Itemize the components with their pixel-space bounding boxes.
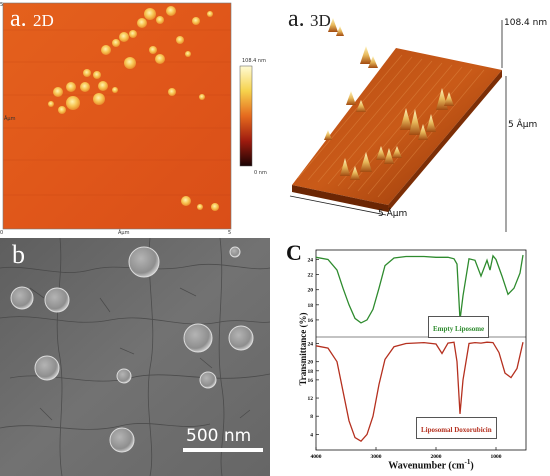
- series-line-liposomal-doxorubicin: [315, 341, 524, 443]
- tick-left-5: 5: [0, 2, 4, 8]
- y-tick-label: 20: [308, 360, 314, 366]
- panel-a-label: a.: [10, 6, 27, 32]
- x-axis-title-text: Wavenumber (cm: [388, 460, 465, 472]
- x-tick-label: 3000: [371, 454, 382, 460]
- legend-empty-liposome-text: Empty Liposome: [433, 325, 485, 333]
- panel-2d-label: 2D: [33, 11, 54, 30]
- series-line-empty-liposome: [315, 254, 524, 324]
- side-dimension-label: 5 Âµm: [508, 120, 538, 130]
- x-tick-label: 4000: [311, 454, 322, 460]
- panel-c-label: C: [286, 240, 302, 265]
- y-tick-label: 4: [310, 432, 313, 438]
- afm-3d-image: [289, 18, 507, 232]
- x-tick-label: 1000: [491, 454, 502, 460]
- z-height-label: 108.4 nm: [504, 18, 548, 28]
- colorbar-max-label: 108.4 nm: [242, 58, 266, 64]
- ftir-chart: 4000 3000 2000 1000 24 22 20 18 16 24 20 18 16 12 8 4: [308, 249, 527, 460]
- y-tick-label: 24: [308, 258, 314, 264]
- panel-b-label: b: [12, 240, 25, 269]
- y-tick-label: 8: [310, 414, 313, 420]
- scale-bar: [183, 448, 263, 452]
- y-tick-label: 16: [308, 318, 314, 324]
- x-axis-title-close: ): [470, 460, 474, 472]
- y-tick-label: 24: [308, 342, 314, 348]
- plot-frame: [315, 249, 527, 451]
- legend-liposomal-doxorubicin: Liposomal Doxorubicin: [416, 417, 497, 439]
- afm-2d-image: [2, 2, 253, 230]
- y-tick-label: 12: [308, 396, 314, 402]
- y-tick-label: 22: [308, 273, 314, 279]
- x-tick-label: 2000: [431, 454, 442, 460]
- y-tick-label: 16: [308, 378, 314, 384]
- tick-bottom-5: 5: [228, 230, 232, 236]
- y-tick-label: 18: [308, 369, 314, 375]
- tick-origin: 0: [0, 230, 4, 236]
- panel-a-3d: a. 3D 108.4 nm 5 Âµm 5 Âµm: [276, 0, 550, 238]
- colorbar-min-label: 0 nm: [254, 170, 267, 176]
- panel-a-2d: a. 2D 108.4 nm 0 nm Âµm Âµm 5 5 0: [0, 0, 268, 238]
- y-tick-label: 20: [308, 288, 314, 294]
- panel-a-3d-label: a.: [288, 6, 305, 32]
- scale-bar-label: 500 nm: [186, 426, 252, 446]
- panel-c: C Transmittance (%) Wavenumber (cm-1) 40…: [276, 240, 550, 476]
- x-axis-title-sup: -1: [464, 458, 471, 466]
- x-axis-title: Wavenumber (cm-1): [336, 458, 526, 471]
- axis-left-unit: Âµm: [4, 116, 16, 122]
- panel-3d-label: 3D: [310, 11, 331, 30]
- legend-liposomal-doxorubicin-text: Liposomal Doxorubicin: [421, 426, 492, 434]
- sem-image: [0, 238, 270, 476]
- legend-empty-liposome: Empty Liposome: [428, 316, 490, 338]
- axis-bottom-unit: Âµm: [118, 230, 130, 236]
- bottom-dimension-label: 5 Âµm: [378, 209, 408, 219]
- panel-b: 500 nm b: [0, 238, 270, 476]
- y-tick-label: 18: [308, 303, 314, 309]
